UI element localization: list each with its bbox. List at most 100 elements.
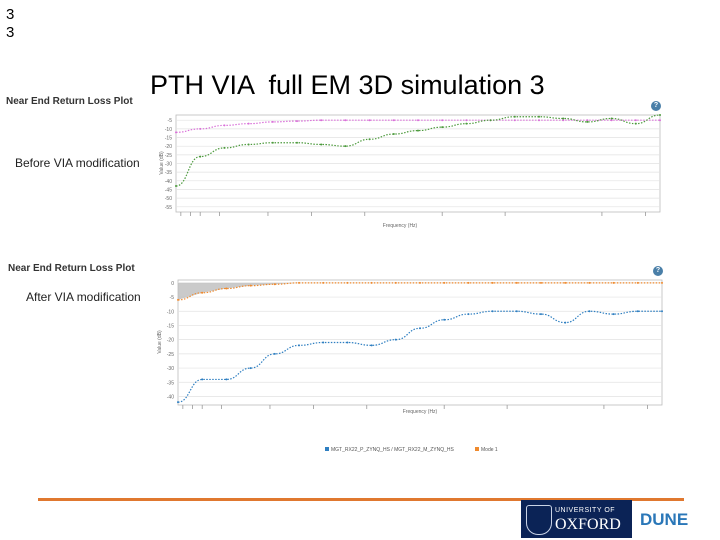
data-point [513,119,516,122]
data-point [223,146,226,149]
data-point [564,281,567,284]
data-point [491,281,494,284]
shaded-area [178,282,662,300]
data-point [296,120,298,123]
page-title: PTH VIA full EM 3D simulation 3 [150,70,545,100]
help-icon[interactable]: ? [653,266,663,276]
data-point [588,281,591,284]
data-point [298,344,300,347]
data-point [441,126,444,129]
y-tick-label: -10 [165,127,172,133]
data-point [443,281,446,284]
oxford-logo: UNIVERSITY OF OXFORD [521,500,632,538]
data-point [540,313,542,316]
y-tick-label: -20 [167,338,174,344]
data-point [175,131,177,134]
slide-number: 3 [6,6,15,23]
data-point [636,310,639,313]
data-point [465,119,468,122]
legend-swatch [475,447,479,451]
data-point [296,141,298,144]
data-point [177,298,179,301]
data-point [394,338,397,341]
data-point [223,124,226,127]
dune-logo: DUNE [640,510,689,529]
oxford-crest-icon [526,505,552,535]
y-tick-label: -45 [165,187,172,193]
help-icon[interactable]: ? [651,101,661,111]
data-point [273,283,276,286]
y-tick-label: -5 [168,118,173,124]
y-tick-label: -50 [165,196,172,202]
y-tick-label: -40 [165,179,172,185]
data-point [175,185,177,188]
data-point [199,155,202,158]
data-point [538,119,540,122]
data-point [370,281,373,284]
data-point [392,119,395,122]
data-point [612,281,615,284]
legend-label: MGT_RX22_P_ZYNQ_HS / MGT_RX22_M_ZYNQ_HS [331,447,454,453]
oxford-logo-small-text: UNIVERSITY OF [555,507,616,514]
data-point [201,378,204,381]
data-point [564,321,567,324]
data-point [586,120,589,123]
data-point [271,141,274,144]
chart-1: -5 -10 -15 -20 -25 -30 -35 -40 -45 -50 -55 Value (d… [159,114,661,229]
data-point [368,119,371,122]
data-point [346,281,349,284]
chart-2: 0 -5 -10 -15 -20 -25 -30 -35 -40 Value (dB) Freque… [157,279,663,453]
y-tick-label: -30 [167,366,174,372]
y-tick-label: -55 [165,205,172,211]
y-tick-label: -35 [165,170,172,176]
y-tick-label: -40 [167,394,174,400]
data-point [392,133,395,136]
plot-title-after: Near End Return Loss Plot [8,263,135,274]
data-point [344,145,347,148]
data-point [634,122,637,125]
data-point [465,122,468,125]
data-point [610,119,613,122]
x-axis-label: Frequency (Hz) [403,409,438,415]
data-point [612,313,615,316]
data-point [225,378,228,381]
y-tick-label: -30 [165,162,172,168]
y-tick-label: -35 [167,380,174,386]
data-point [320,143,323,146]
data-point [562,117,565,120]
plot-title-before: Near End Return Loss Plot [6,96,133,107]
data-point [273,352,276,355]
legend-label: Mode 1 [481,447,498,453]
data-point [515,281,518,284]
data-point [540,281,542,284]
data-point [538,115,540,118]
data-point [489,119,492,122]
data-point [661,310,663,313]
data-point [588,310,591,313]
data-point [370,344,373,347]
data-point [346,341,349,344]
slide-number-repeat: 3 [6,24,15,41]
y-tick-label: -5 [170,295,175,301]
data-point [201,291,204,294]
data-point [394,281,397,284]
data-point [491,310,494,313]
y-tick-label: -20 [165,144,172,150]
data-point [298,281,300,284]
legend-swatch [325,447,329,451]
y-tick-label: -25 [167,352,174,358]
data-point [659,114,661,116]
x-axis-label: Frequency (Hz) [383,223,418,229]
data-point [586,119,589,122]
data-point [634,119,637,122]
plot-area [177,279,663,406]
data-point [247,143,250,146]
data-point [247,122,250,125]
data-point [271,120,274,123]
data-point [322,341,325,344]
y-tick-label: -15 [165,136,172,142]
data-point [322,281,325,284]
data-point [441,119,444,122]
data-point [417,129,419,132]
